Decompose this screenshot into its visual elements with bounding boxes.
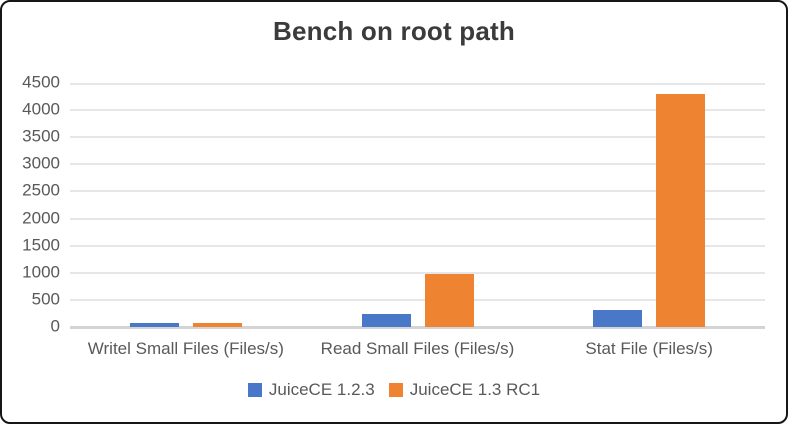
bar-juicece-1-3-rc1 [656,94,706,327]
bar-juicece-1-2-3 [129,323,179,327]
y-tick-label: 4500 [22,72,60,92]
y-tick-label: 0 [50,316,60,336]
gridline [70,83,765,85]
gridline [70,163,765,166]
y-tick-label: 2500 [22,181,60,201]
legend-label: JuiceCE 1.3 RC1 [409,380,541,399]
x-category-label: Stat File (Files/s) [585,339,713,358]
chart-title: Bench on root path [273,16,515,46]
bar-juicece-1-3-rc1 [192,323,242,327]
chart-legend: JuiceCE 1.2.3 JuiceCE 1.3 RC1 [2,380,786,400]
bar-juicece-1-2-3 [361,314,411,327]
x-axis-line [70,326,765,329]
y-axis-tick-labels: 0 500 1000 1500 2000 2500 3000 3500 4000 4500 [2,73,60,336]
y-tick-label: 3000 [22,153,60,173]
gridline [70,217,765,220]
y-tick-label: 1000 [22,262,60,282]
x-category-label: Writel Small Files (Files/s) [87,339,284,358]
x-axis-category-labels: Writel Small Files (Files/s) Read Small F… [70,339,765,359]
legend-item: JuiceCE 1.2.3 [247,380,375,400]
gridline [70,136,765,139]
y-tick-label: 2000 [22,208,60,228]
legend-swatch-icon [388,383,403,397]
y-tick-label: 4000 [22,99,60,119]
legend-swatch-icon [247,383,262,397]
gridline [70,109,765,112]
gridline [70,244,765,247]
y-tick-label: 3500 [22,126,60,146]
gridline [70,190,765,193]
gridline [70,271,765,274]
legend-label: JuiceCE 1.2.3 [268,380,375,399]
y-tick-label: 1500 [22,235,60,255]
y-tick-label: 500 [31,289,60,309]
bar-juicece-1-3-rc1 [424,273,474,327]
x-category-label: Read Small Files (Files/s) [320,339,515,358]
legend-item: JuiceCE 1.3 RC1 [388,380,541,400]
gridline [70,298,765,301]
bar-juicece-1-2-3 [593,310,643,327]
plot-area [70,83,765,329]
